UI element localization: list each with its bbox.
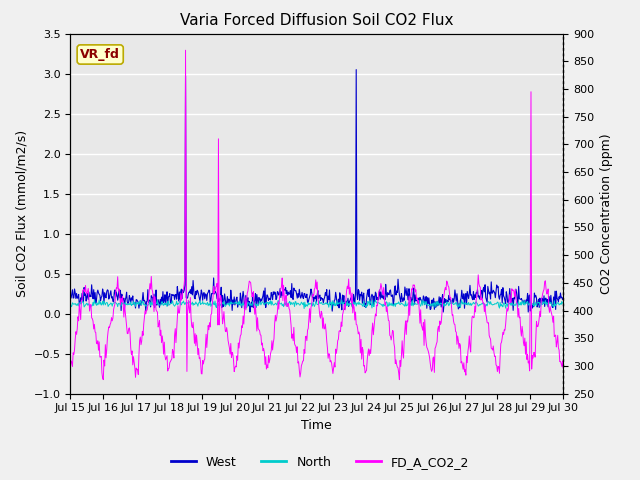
X-axis label: Time: Time xyxy=(301,419,332,432)
Y-axis label: CO2 Concentration (ppm): CO2 Concentration (ppm) xyxy=(600,133,612,294)
Title: Varia Forced Diffusion Soil CO2 Flux: Varia Forced Diffusion Soil CO2 Flux xyxy=(180,13,454,28)
Legend: West, North, FD_A_CO2_2: West, North, FD_A_CO2_2 xyxy=(166,451,474,474)
Text: VR_fd: VR_fd xyxy=(80,48,120,61)
Y-axis label: Soil CO2 Flux (mmol/m2/s): Soil CO2 Flux (mmol/m2/s) xyxy=(15,130,28,297)
